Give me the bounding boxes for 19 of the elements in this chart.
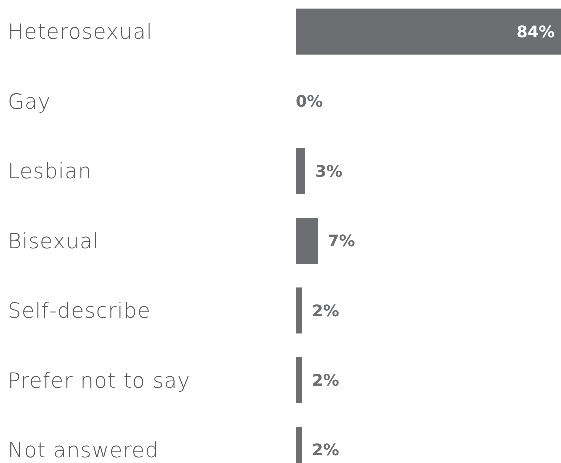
y-tick-label: Gay: [8, 90, 52, 114]
y-tick-label: Not answered: [8, 438, 160, 462]
y-tick-label: Self-describe: [8, 299, 152, 324]
y-tick-label: Prefer not to say: [8, 368, 191, 393]
data-label: 2%: [312, 301, 340, 320]
data-label: 84%: [516, 22, 555, 42]
data-label: 7%: [328, 232, 356, 251]
y-tick-label: Heterosexual: [8, 20, 153, 44]
y-tick-label: Lesbian: [8, 160, 92, 184]
bar: [296, 8, 561, 55]
bar: [296, 148, 306, 194]
bar: [296, 288, 302, 334]
data-label: 2%: [312, 440, 340, 460]
bar: [296, 218, 318, 264]
data-label: 2%: [312, 371, 340, 390]
y-tick-label: Bisexual: [8, 229, 100, 254]
data-label: 3%: [315, 162, 343, 181]
bar: [296, 357, 302, 404]
data-label: 0%: [296, 92, 324, 112]
